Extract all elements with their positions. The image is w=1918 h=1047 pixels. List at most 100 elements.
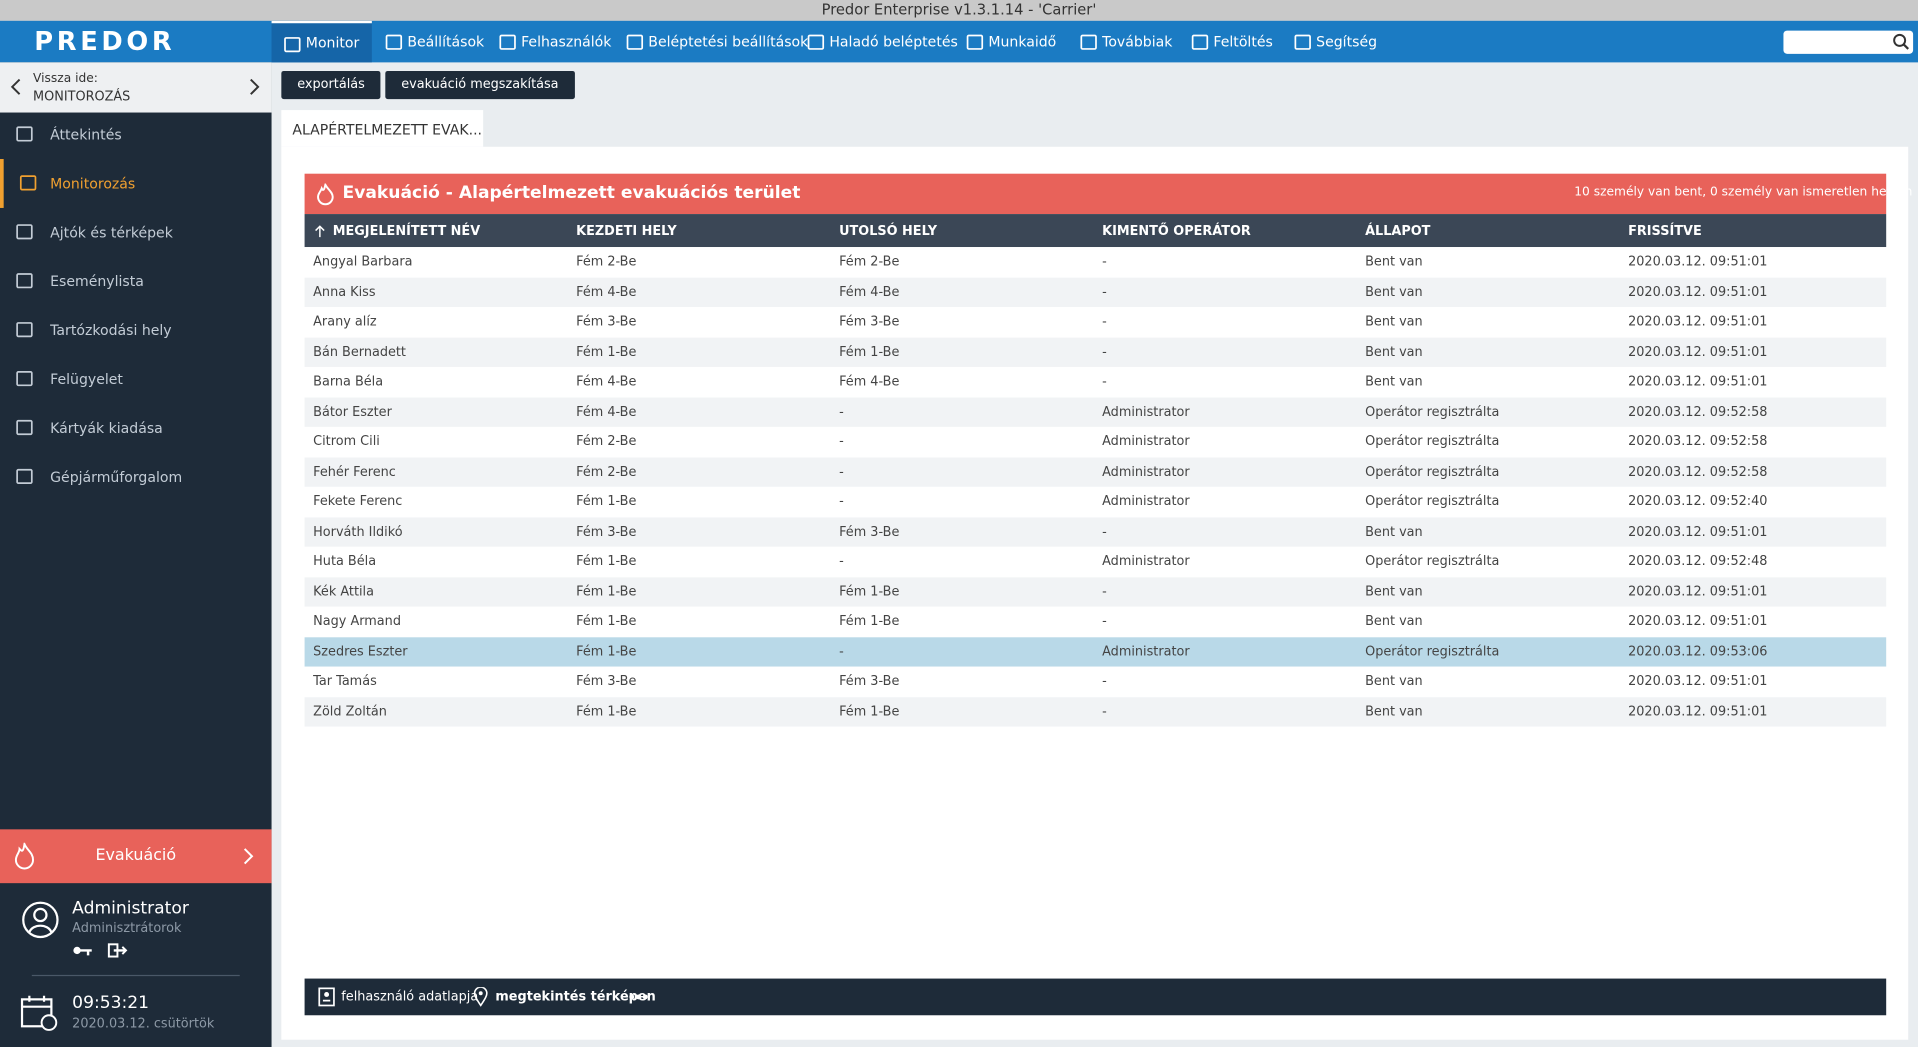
menu-item[interactable]: Monitorozás bbox=[0, 159, 272, 208]
table-cell: Fém 4-Be bbox=[576, 404, 637, 419]
menu-item[interactable]: Ajtók és térképek bbox=[0, 208, 272, 257]
nav-item[interactable]: Segítség bbox=[1282, 21, 1389, 63]
column-header[interactable]: FRISSÍTVE bbox=[1628, 223, 1702, 239]
menu-item[interactable]: Áttekintés bbox=[0, 110, 272, 159]
icon bbox=[966, 34, 984, 50]
table-cell: - bbox=[839, 464, 844, 479]
column-header[interactable]: UTOLSÓ HELY bbox=[839, 223, 938, 239]
nav-label: Beállítások bbox=[407, 33, 485, 51]
table-cell: 2020.03.12. 09:52:40 bbox=[1628, 494, 1768, 509]
table-cell: Fém 3-Be bbox=[839, 673, 900, 689]
table-cell: Bán Bernadett bbox=[313, 344, 406, 360]
table-row[interactable] bbox=[304, 516, 1887, 547]
nav-item[interactable]: Továbbiak bbox=[1068, 21, 1185, 63]
table-cell: Administrator bbox=[1102, 554, 1190, 569]
fire-icon bbox=[317, 183, 334, 206]
table-cell: Fém 4-Be bbox=[576, 374, 637, 389]
icon bbox=[16, 224, 33, 240]
table-cell: Bent van bbox=[1365, 614, 1423, 629]
footer-action[interactable]: felhasználó adatlapja bbox=[341, 989, 479, 1005]
nav-item[interactable]: Monitor bbox=[271, 20, 372, 63]
table-row[interactable] bbox=[304, 456, 1887, 487]
table-row[interactable] bbox=[304, 396, 1887, 427]
table-row[interactable] bbox=[304, 277, 1887, 308]
evacuation-label: Evakuáció bbox=[95, 846, 177, 865]
table-cell: Administrator bbox=[1102, 644, 1190, 659]
back-link[interactable]: Vissza ide: MONITOROZÁS bbox=[0, 62, 272, 113]
menu-label: Kártyák kiadása bbox=[50, 419, 163, 437]
table-cell: - bbox=[1102, 254, 1107, 270]
nav-item[interactable]: Felhasználók bbox=[487, 21, 624, 63]
menu-item[interactable]: Gépjárműforgalom bbox=[0, 453, 272, 502]
table-cell: Bent van bbox=[1365, 524, 1423, 539]
forward-arrow bbox=[250, 78, 260, 95]
more-button[interactable] bbox=[629, 993, 649, 1000]
column-header[interactable]: KEZDETI HELY bbox=[576, 223, 677, 239]
table-cell: Fém 3-Be bbox=[839, 314, 900, 330]
nav-item[interactable]: Beléptetési beállítások bbox=[614, 21, 820, 63]
table-cell: 2020.03.12. 09:52:58 bbox=[1628, 464, 1768, 479]
menu-label: Gépjárműforgalom bbox=[50, 468, 183, 486]
nav-label: Továbbiak bbox=[1102, 33, 1173, 51]
table-cell: Fém 1-Be bbox=[576, 344, 637, 360]
icon bbox=[16, 370, 33, 387]
table-cell: - bbox=[1102, 673, 1107, 689]
toolbar-button[interactable]: evakuáció megszakítása bbox=[385, 70, 575, 100]
table-row[interactable] bbox=[304, 336, 1887, 367]
menu-label: Felügyelet bbox=[50, 370, 123, 388]
table-cell: Operátor regisztrálta bbox=[1365, 554, 1500, 569]
table-row[interactable] bbox=[304, 576, 1887, 607]
table-cell: 2020.03.12. 09:51:01 bbox=[1628, 314, 1768, 330]
clock-time: 09:53:21 bbox=[72, 993, 150, 1013]
search-box[interactable] bbox=[1783, 30, 1914, 54]
table-header bbox=[304, 214, 1887, 248]
tab[interactable]: ALAPÉRTELMEZETT EVAK... bbox=[281, 110, 484, 147]
menu-item[interactable]: Tartózkodási hely bbox=[0, 306, 272, 355]
table-cell: 2020.03.12. 09:51:01 bbox=[1628, 614, 1768, 629]
toolbar-button[interactable]: exportálás bbox=[281, 70, 381, 100]
calendar-icon bbox=[20, 995, 58, 1031]
column-header[interactable]: MEGJELENÍTETT NÉV bbox=[332, 223, 481, 239]
column-header[interactable]: ÁLLAPOT bbox=[1365, 223, 1431, 239]
panel-status: 10 személy van bent, 0 személy van ismer… bbox=[1574, 185, 1913, 200]
table-cell: - bbox=[1102, 524, 1107, 539]
table-cell: Fém 1-Be bbox=[839, 614, 900, 629]
table-cell: Fém 4-Be bbox=[576, 284, 637, 300]
menu-label: Eseménylista bbox=[50, 272, 144, 290]
table-row[interactable] bbox=[304, 606, 1887, 637]
table-cell: Operátor regisztrálta bbox=[1365, 434, 1500, 449]
table-row[interactable] bbox=[304, 636, 1887, 667]
table-cell: - bbox=[1102, 284, 1107, 300]
table-row[interactable] bbox=[304, 696, 1887, 727]
nav-item[interactable]: Haladó beléptetés bbox=[795, 21, 970, 63]
table-row[interactable] bbox=[304, 426, 1887, 457]
table-row[interactable] bbox=[304, 546, 1887, 577]
menu-item[interactable]: Kártyák kiadása bbox=[0, 404, 272, 453]
table-cell: 2020.03.12. 09:52:58 bbox=[1628, 434, 1768, 449]
table-cell: Tar Tamás bbox=[313, 673, 377, 689]
menu-item[interactable]: Felügyelet bbox=[0, 355, 272, 404]
column-header[interactable]: KIMENTŐ OPERÁTOR bbox=[1102, 223, 1251, 239]
footer-action[interactable]: megtekintés térképen bbox=[495, 989, 656, 1005]
table-row[interactable] bbox=[304, 307, 1887, 337]
nav-item[interactable]: Feltöltés bbox=[1179, 21, 1285, 63]
table-row[interactable] bbox=[304, 486, 1887, 517]
nav-item[interactable]: Munkaidő bbox=[954, 21, 1068, 63]
table-cell: - bbox=[1102, 314, 1107, 330]
table-row[interactable] bbox=[304, 366, 1887, 397]
table-row[interactable] bbox=[304, 666, 1887, 697]
table-cell: Fém 4-Be bbox=[839, 374, 900, 389]
table-cell: Fém 1-Be bbox=[839, 703, 900, 719]
user-actions[interactable] bbox=[72, 942, 133, 959]
menu-item[interactable]: Eseménylista bbox=[0, 257, 272, 306]
evacuation-button[interactable]: Evakuáció bbox=[0, 829, 272, 884]
nav-item[interactable]: Beállítások bbox=[373, 21, 496, 63]
nav-label: Monitor bbox=[305, 34, 360, 52]
icon bbox=[626, 34, 644, 50]
table-cell: Operátor regisztrálta bbox=[1365, 464, 1500, 479]
table-cell: Fém 2-Be bbox=[576, 464, 637, 479]
menu-label: Tartózkodási hely bbox=[50, 321, 172, 339]
table-row[interactable] bbox=[304, 247, 1887, 278]
